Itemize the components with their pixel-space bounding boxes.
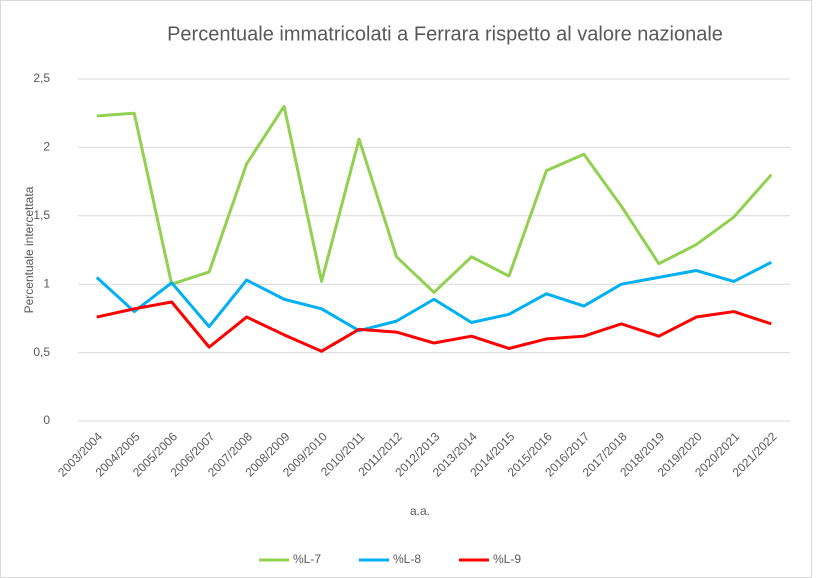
y-tick-label: 1,5 bbox=[33, 208, 50, 222]
y-tick-label: 0,5 bbox=[33, 345, 50, 359]
y-tick-label: 0 bbox=[43, 413, 50, 427]
y-axis-label: Percentuale intercettata bbox=[22, 186, 36, 313]
legend-label: %L-8 bbox=[393, 552, 421, 566]
series-line bbox=[96, 300, 772, 353]
y-tick-label: 2,5 bbox=[33, 71, 50, 85]
x-axis-label: a.a. bbox=[410, 504, 430, 518]
series-line bbox=[96, 104, 773, 294]
legend-label: %L-9 bbox=[493, 552, 521, 566]
series-line bbox=[95, 260, 772, 333]
legend-label: %L-7 bbox=[293, 552, 321, 566]
y-tick-label: 1 bbox=[43, 276, 50, 290]
chart-title: Percentuale immatricolati a Ferrara risp… bbox=[167, 23, 723, 45]
y-tick-label: 2 bbox=[43, 140, 50, 154]
